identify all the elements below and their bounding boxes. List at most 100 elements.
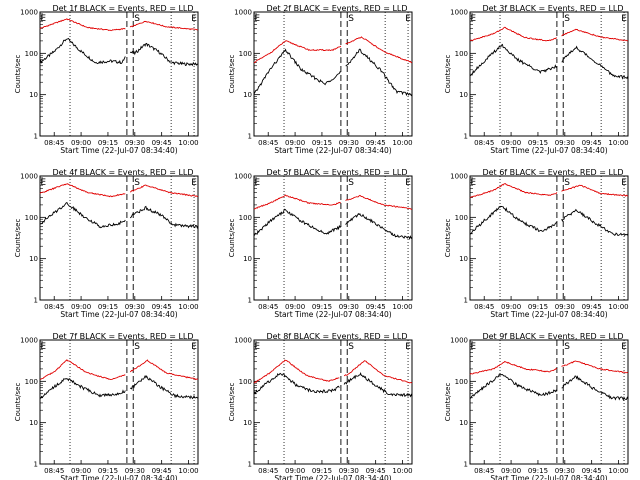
panel-title: Det 8f BLACK = Events, RED = LLD <box>266 332 407 341</box>
series-black-line <box>39 37 199 67</box>
panel-6: Det 6f BLACK = Events, RED = LLD 1 10 100 10… <box>444 168 629 319</box>
plot-frame <box>253 11 413 137</box>
event-marker: S <box>564 178 570 188</box>
y-axis-label: Counts/sec <box>228 383 236 422</box>
y-tick-label: 10 <box>29 91 38 99</box>
x-tick-label: 09:45 <box>366 303 386 311</box>
y-tick-label: 10 <box>243 91 252 99</box>
event-marker: S <box>134 342 140 352</box>
event-marker: E <box>40 342 46 352</box>
x-tick-label: 09:30 <box>125 139 145 147</box>
series-red-line <box>253 194 412 210</box>
series-black-line <box>469 43 629 80</box>
event-marker: E <box>621 178 627 188</box>
y-tick-label: 1 <box>464 297 468 305</box>
event-marker: E <box>405 14 411 24</box>
x-axis-label: Start Time (22-Jul-07 08:34:40) <box>274 146 391 155</box>
x-axis-label: Start Time (22-Jul-07 08:34:40) <box>60 474 177 480</box>
y-tick-label: 1 <box>248 133 252 141</box>
x-tick-label: 10:00 <box>392 303 412 311</box>
series-black-line <box>253 372 413 398</box>
x-tick-label: 09:30 <box>339 303 359 311</box>
y-tick-label: 10 <box>459 255 468 263</box>
panel-5: Det 5f BLACK = Events, RED = LLD 1 10 100 10… <box>228 168 413 319</box>
y-axis-label: Counts/sec <box>444 383 452 422</box>
series-red-line <box>469 183 629 199</box>
series-red-line <box>39 183 199 198</box>
panel-title: Det 4f BLACK = Events, RED = LLD <box>52 168 193 177</box>
panel-title: Det 1f BLACK = Events, RED = LLD <box>52 4 193 13</box>
x-tick-label: 09:30 <box>125 303 145 311</box>
event-marker: S <box>564 14 570 24</box>
series-red-line <box>39 359 199 381</box>
event-marker: S <box>348 342 354 352</box>
x-tick-label: 09:00 <box>501 467 521 475</box>
y-tick-label: 1 <box>248 461 252 469</box>
x-tick-label: 09:15 <box>98 139 118 147</box>
x-tick-label: 10:00 <box>608 139 628 147</box>
panel-1: Det 1f BLACK = Events, RED = LLD 1 10 100 10… <box>14 4 199 155</box>
y-tick-label: 1000 <box>450 9 468 17</box>
x-tick-label: 09:45 <box>152 467 172 475</box>
y-tick-label: 100 <box>25 50 38 58</box>
y-tick-label: 100 <box>239 50 252 58</box>
y-tick-label: 100 <box>455 214 468 222</box>
x-tick-label: 09:00 <box>71 139 91 147</box>
panel-8: Det 8f BLACK = Events, RED = LLD 1 10 100 10… <box>228 332 413 480</box>
event-marker: E <box>470 178 476 188</box>
series-black-line <box>253 48 413 97</box>
x-tick-label: 10:00 <box>608 467 628 475</box>
panel-title: Det 3f BLACK = Events, RED = LLD <box>482 4 623 13</box>
x-tick-label: 09:45 <box>582 139 602 147</box>
x-tick-label: 09:30 <box>555 303 575 311</box>
series-red-line <box>469 26 629 42</box>
x-tick-label: 09:45 <box>152 303 172 311</box>
x-tick-label: 09:30 <box>125 467 145 475</box>
series-red-line <box>253 36 413 64</box>
x-tick-label: 09:45 <box>366 467 386 475</box>
y-tick-label: 1000 <box>450 173 468 181</box>
y-axis-label: Counts/sec <box>14 383 22 422</box>
x-tick-label: 09:45 <box>366 139 386 147</box>
x-tick-label: 09:15 <box>98 467 118 475</box>
y-tick-label: 100 <box>25 214 38 222</box>
x-tick-label: 10:00 <box>608 303 628 311</box>
plot-frame <box>39 175 199 301</box>
y-tick-label: 10 <box>243 255 252 263</box>
event-marker: E <box>40 14 46 24</box>
x-tick-label: 08:45 <box>474 467 494 475</box>
plot-frame <box>469 175 629 301</box>
x-tick-label: 09:00 <box>285 303 305 311</box>
x-axis-label: Start Time (22-Jul-07 08:34:40) <box>274 310 391 319</box>
panel-title: Det 9f BLACK = Events, RED = LLD <box>482 332 623 341</box>
x-tick-label: 10:00 <box>178 139 198 147</box>
y-tick-label: 10 <box>243 419 252 427</box>
y-tick-label: 1 <box>34 133 38 141</box>
panel-title: Det 7f BLACK = Events, RED = LLD <box>52 332 193 341</box>
x-tick-label: 09:00 <box>501 303 521 311</box>
x-tick-label: 09:45 <box>582 467 602 475</box>
series-black-line <box>469 205 629 237</box>
y-tick-label: 100 <box>239 214 252 222</box>
event-marker: S <box>348 14 354 24</box>
x-axis-label: Start Time (22-Jul-07 08:34:40) <box>490 146 607 155</box>
x-tick-label: 09:30 <box>555 139 575 147</box>
y-tick-label: 1 <box>34 461 38 469</box>
y-tick-label: 1000 <box>20 337 38 345</box>
x-tick-label: 09:45 <box>582 303 602 311</box>
x-tick-label: 09:15 <box>528 303 548 311</box>
series-red-line <box>39 18 199 32</box>
panel-title: Det 6f BLACK = Events, RED = LLD <box>482 168 623 177</box>
plot-frame <box>469 11 629 137</box>
x-tick-label: 09:00 <box>71 467 91 475</box>
event-marker: S <box>134 178 140 188</box>
y-tick-label: 1 <box>34 297 38 305</box>
event-marker: E <box>191 342 197 352</box>
x-axis-label: Start Time (22-Jul-07 08:34:40) <box>274 474 391 480</box>
event-marker: E <box>254 342 260 352</box>
plot-frame <box>469 339 629 465</box>
event-marker: S <box>348 178 354 188</box>
x-tick-label: 10:00 <box>392 467 412 475</box>
event-marker: E <box>405 178 411 188</box>
